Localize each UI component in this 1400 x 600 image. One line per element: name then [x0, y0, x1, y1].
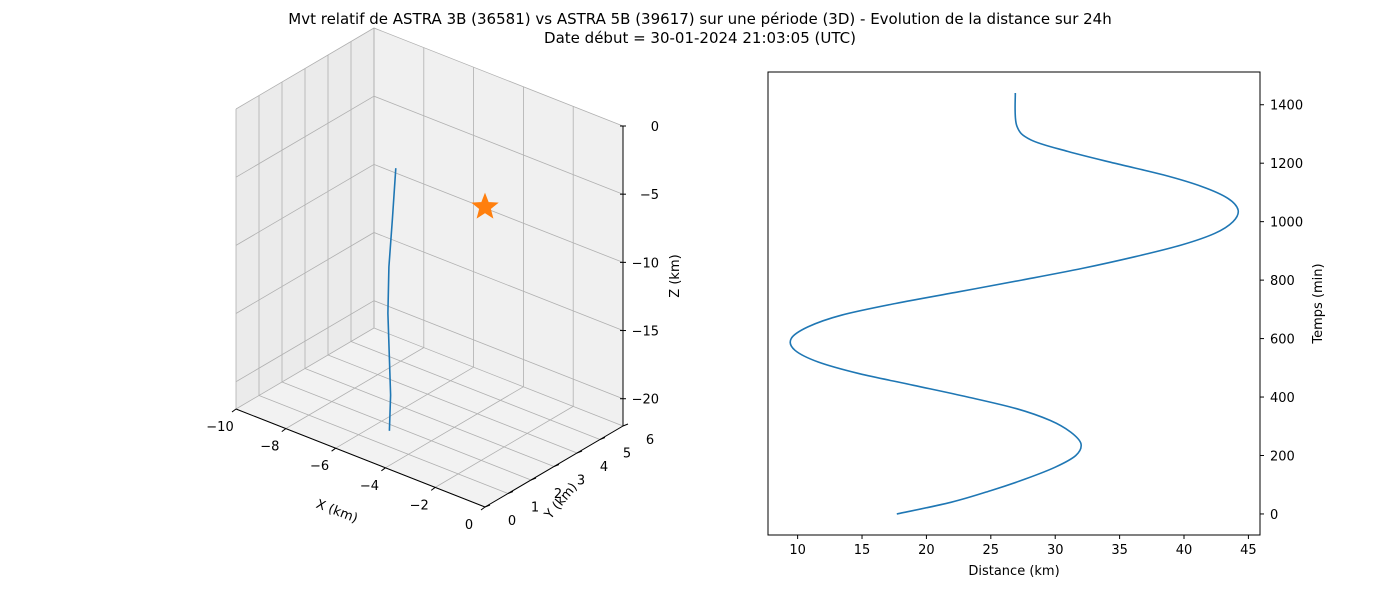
x-tick-label: 0 — [465, 518, 473, 533]
grid-line-z — [235, 300, 624, 400]
y-tick — [599, 437, 606, 440]
y-axis-label: Temps (min) — [1311, 263, 1326, 344]
figure-title: Mvt relatif de ASTRA 3B (36581) vs ASTRA… — [0, 10, 1400, 48]
x-tick — [281, 428, 287, 433]
x-axis-label: Distance (km) — [968, 564, 1059, 579]
grid-line-z — [235, 27, 624, 127]
x-tick-label: 45 — [1240, 543, 1257, 558]
y-tick — [530, 477, 537, 481]
y-tick-label: 800 — [1270, 274, 1295, 289]
y-tick — [484, 504, 491, 508]
title-line-1: Mvt relatif de ASTRA 3B (36581) vs ASTRA… — [288, 10, 1112, 28]
x-tick-label: 15 — [854, 543, 871, 558]
grid-line-y — [258, 95, 509, 494]
x-axis-label: X (km) — [314, 497, 360, 527]
grid-line-y — [350, 41, 601, 440]
y-tick-label: 600 — [1270, 333, 1295, 348]
y-tick-label: 1200 — [1270, 157, 1303, 172]
y-tick-label: 4 — [600, 460, 608, 475]
y-tick-label: 0 — [508, 514, 516, 529]
x-tick-label: −2 — [410, 498, 429, 513]
x-tick-label: 30 — [1047, 543, 1064, 558]
y-tick-label: 2 — [554, 487, 562, 502]
x-tick-label: 20 — [918, 543, 935, 558]
x-tick-label: 10 — [789, 543, 806, 558]
x-tick-label: −4 — [360, 479, 379, 494]
y-tick-label: 5 — [623, 447, 631, 462]
grid-line-y — [304, 68, 555, 467]
y-tick — [553, 464, 560, 467]
x-tick-label: −10 — [206, 420, 233, 435]
z-axis-label: Z (km) — [668, 254, 683, 297]
title-line-2: Date début = 30-01-2024 21:03:05 (UTC) — [544, 29, 856, 47]
y-tick-label: 200 — [1270, 449, 1295, 464]
y-tick-label: 3 — [577, 474, 585, 489]
x-tick — [430, 486, 436, 491]
y-tick — [622, 423, 629, 427]
grid-line-z — [235, 163, 624, 263]
grid-line-z — [235, 95, 624, 195]
y-tick — [507, 491, 514, 494]
grid-line-y — [281, 82, 532, 481]
y-tick-label: 1400 — [1270, 99, 1303, 114]
distance-series-line — [789, 92, 1240, 515]
y-tick-label: 400 — [1270, 391, 1295, 406]
x-tick-label: 25 — [983, 543, 1000, 558]
y-tick-label: 0 — [1270, 508, 1278, 523]
y-tick-label: 1 — [531, 501, 539, 516]
reference-star-marker — [471, 192, 499, 219]
x-tick-label: 35 — [1111, 543, 1128, 558]
grid-line-z — [235, 232, 624, 331]
z-tick-label: −10 — [632, 256, 659, 271]
x-tick — [381, 467, 386, 472]
trajectory-line — [387, 168, 397, 431]
plot-frame — [767, 71, 1261, 536]
x-tick — [231, 408, 237, 413]
x-tick — [480, 506, 486, 511]
pane-back — [374, 28, 623, 426]
z-tick-label: −15 — [632, 325, 659, 340]
y-tick-label: 1000 — [1270, 216, 1303, 231]
y-tick-label: 6 — [646, 433, 654, 448]
x-tick-label: −6 — [310, 459, 329, 474]
x-tick-label: −8 — [260, 440, 279, 455]
z-tick-label: −20 — [632, 393, 659, 408]
x-tick — [331, 447, 336, 452]
grid-line-y — [373, 28, 624, 427]
y-tick — [576, 450, 583, 454]
x-axis-line — [235, 408, 486, 508]
x-tick-label: 40 — [1176, 543, 1193, 558]
grid-line-y — [327, 55, 578, 454]
z-tick-label: −5 — [640, 188, 659, 203]
z-tick-label: 0 — [651, 120, 659, 135]
